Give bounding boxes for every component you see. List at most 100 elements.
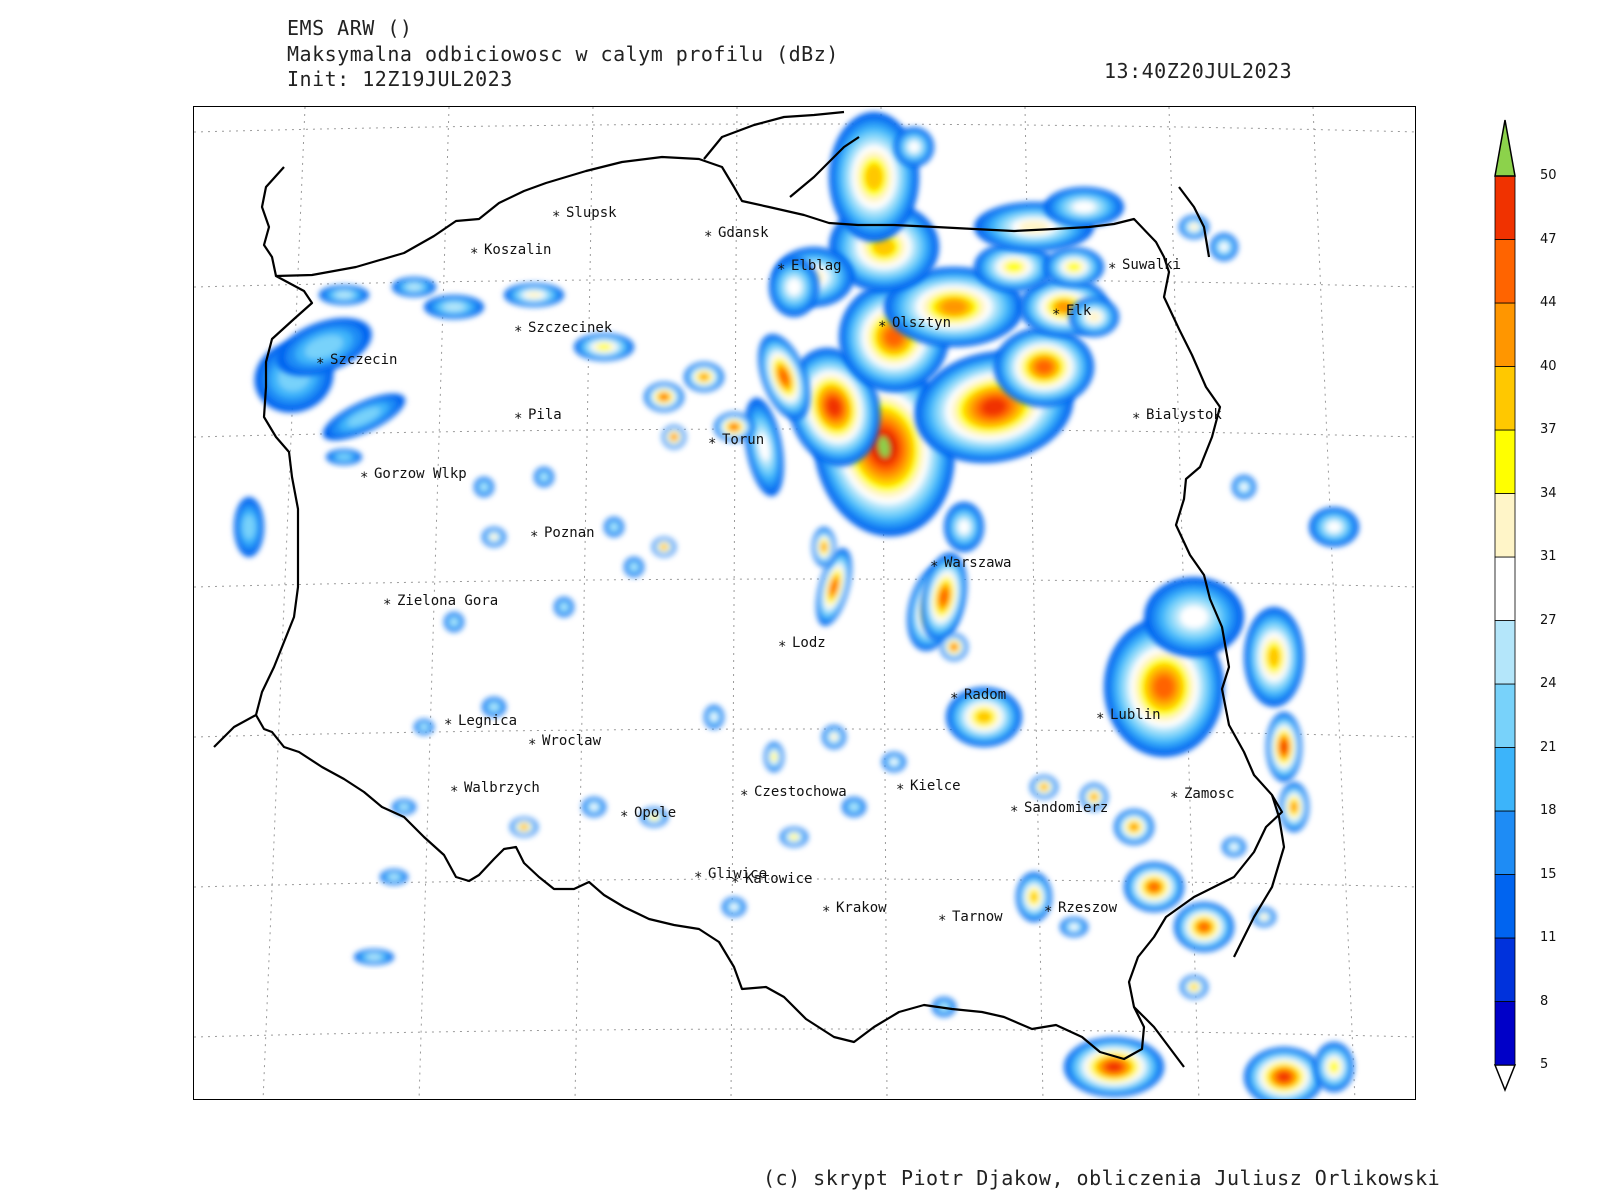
reflectivity-cell bbox=[769, 257, 819, 317]
city-label: Legnica bbox=[458, 713, 517, 729]
reflectivity-contour bbox=[610, 523, 618, 531]
reflectivity-cell bbox=[758, 334, 810, 420]
reflectivity-cell bbox=[1044, 247, 1104, 287]
city-marker: * Szczecin bbox=[316, 352, 397, 372]
city-star-icon: * bbox=[552, 209, 560, 225]
reflectivity-cell bbox=[816, 548, 852, 626]
city-star-icon: * bbox=[950, 691, 958, 707]
city-star-icon: * bbox=[938, 913, 946, 929]
reflectivity-contour bbox=[981, 398, 1007, 416]
colorbar-swatch bbox=[1494, 1001, 1516, 1066]
reflectivity-cell bbox=[1210, 233, 1238, 261]
reflectivity-cell bbox=[380, 869, 408, 885]
city-marker: * Opole bbox=[620, 805, 676, 825]
reflectivity-contour bbox=[890, 759, 898, 765]
reflectivity-contour bbox=[1070, 924, 1078, 930]
valid-time: 13:40Z20JUL2023 bbox=[1104, 59, 1293, 83]
reflectivity-contour bbox=[491, 534, 497, 540]
reflectivity-cell bbox=[424, 295, 484, 319]
reflectivity-cell bbox=[894, 127, 934, 167]
reflectivity-contour bbox=[730, 904, 738, 910]
city-marker: * Czestochowa bbox=[740, 784, 847, 804]
colorbar-swatch bbox=[1494, 366, 1516, 431]
city-label: Gdansk bbox=[718, 225, 769, 241]
city-marker: * Wroclaw bbox=[528, 733, 602, 753]
reflectivity-cell bbox=[534, 467, 554, 487]
reflectivity-cell bbox=[722, 897, 746, 917]
city-marker: * Slupsk bbox=[552, 205, 617, 225]
colorbar-level-label: 47 bbox=[1540, 231, 1557, 247]
reflectivity-contour bbox=[1087, 312, 1101, 322]
colorbar-level-label: 37 bbox=[1540, 422, 1557, 437]
reflectivity-cell bbox=[414, 719, 434, 735]
city-marker: * Lodz bbox=[778, 635, 826, 655]
parallel-line bbox=[194, 578, 1415, 588]
reflectivity-cell bbox=[1222, 837, 1246, 857]
reflectivity-contour bbox=[1149, 882, 1159, 892]
colorbar-level-label: 31 bbox=[1540, 549, 1557, 564]
city-marker: * Koszalin bbox=[470, 242, 551, 262]
reflectivity-cell bbox=[1124, 862, 1184, 912]
reflectivity-contour bbox=[304, 335, 344, 359]
reflectivity-contour bbox=[650, 814, 658, 820]
city-label: Koszalin bbox=[484, 242, 551, 258]
city-star-icon: * bbox=[514, 411, 522, 427]
city-marker: * Gorzow Wlkp bbox=[360, 466, 467, 486]
reflectivity-cell bbox=[652, 537, 676, 557]
reflectivity-cell bbox=[1069, 297, 1119, 337]
reflectivity-contour bbox=[958, 519, 970, 535]
reflectivity-contour bbox=[1230, 844, 1238, 850]
reflectivity-cell bbox=[842, 797, 866, 817]
reflectivity-contour bbox=[771, 753, 777, 761]
city-marker: * Elblag bbox=[777, 258, 842, 278]
reflectivity-contour bbox=[790, 834, 798, 840]
vistula-spit bbox=[703, 110, 845, 160]
reflectivity-cell bbox=[974, 242, 1054, 292]
colorbar-level-label: 11 bbox=[1540, 930, 1557, 945]
city-star-icon: * bbox=[822, 904, 830, 920]
city-label: Gliwice bbox=[708, 866, 767, 882]
colorbar-swatch bbox=[1494, 747, 1516, 812]
reflectivity-contour bbox=[941, 299, 967, 315]
reflectivity-cell bbox=[829, 112, 919, 242]
city-star-icon: * bbox=[896, 782, 904, 798]
city-label: Radom bbox=[964, 687, 1006, 703]
reflectivity-cell bbox=[1030, 775, 1058, 799]
city-label: Sandomierz bbox=[1024, 800, 1108, 816]
colorbar-under-arrow bbox=[1493, 1064, 1517, 1093]
colorbar-level-label: 5 bbox=[1540, 1057, 1549, 1072]
city-label: Kielce bbox=[910, 778, 961, 794]
reflectivity-contour bbox=[1190, 224, 1198, 230]
colorbar-level-label: 40 bbox=[1540, 358, 1557, 374]
city-label: Wroclaw bbox=[542, 733, 602, 749]
city-marker: * Tarnow bbox=[938, 909, 1003, 929]
city-label: Gorzow Wlkp bbox=[374, 466, 467, 482]
city-marker: * Bialystok bbox=[1132, 407, 1222, 427]
reflectivity-cell bbox=[920, 552, 968, 642]
reflectivity-cell bbox=[780, 827, 808, 847]
city-label: Walbrzych bbox=[464, 780, 540, 796]
reflectivity-cell bbox=[704, 705, 724, 729]
reflectivity-contour bbox=[1055, 301, 1073, 313]
city-star-icon: * bbox=[740, 788, 748, 804]
reflectivity-contour bbox=[758, 432, 770, 462]
slovakia-border bbox=[1133, 1006, 1185, 1068]
city-marker: * Elk bbox=[1052, 303, 1092, 323]
city-star-icon: * bbox=[731, 875, 739, 891]
city-star-icon: * bbox=[316, 356, 324, 372]
city-label: Czestochowa bbox=[754, 784, 847, 800]
meridian-line bbox=[1024, 107, 1044, 1099]
reflectivity-contour bbox=[711, 713, 717, 721]
reflectivity-contour bbox=[730, 424, 738, 430]
city-label: Bialystok bbox=[1146, 407, 1222, 423]
reflectivity-cell bbox=[714, 412, 754, 442]
reflectivity-cell bbox=[322, 393, 406, 441]
city-star-icon: * bbox=[1096, 711, 1104, 727]
colorbar-swatch bbox=[1494, 683, 1516, 748]
colorbar-swatch bbox=[1494, 620, 1516, 685]
city-marker: * Szczecinek bbox=[514, 320, 613, 340]
reflectivity-cell bbox=[1144, 577, 1244, 657]
reflectivity-contour bbox=[490, 703, 498, 711]
colorbar-swatch bbox=[1494, 937, 1516, 1002]
reflectivity-cell bbox=[884, 267, 1024, 347]
